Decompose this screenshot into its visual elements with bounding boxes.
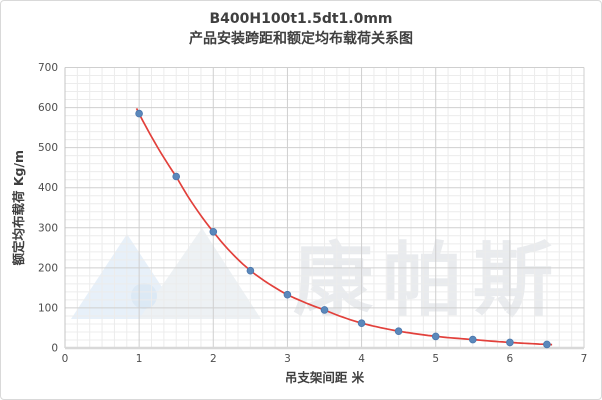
chart-title: B400H100t1.5dt1.0mm 产品安装跨距和额定均布载荷关系图 [1,9,601,49]
data-point [357,319,366,328]
data-point [468,335,477,344]
y-tick-label: 500 [38,142,58,154]
y-axis-title: 额定均布载荷 Kg/m [11,150,26,266]
data-point [135,109,143,118]
y-tick-label: 200 [38,262,58,274]
y-tick-label: 100 [38,302,58,314]
x-tick-label: 2 [210,353,217,365]
data-point [320,306,329,314]
tick-labels: 0 1 2 3 4 5 6 7 0 100 200 300 400 500 600 700 [38,62,587,365]
grid-major [65,67,585,348]
data-points [135,109,551,349]
chart-title-line1: B400H100t1.5dt1.0mm [209,11,393,27]
data-point [543,340,551,349]
x-tick-label: 7 [581,353,588,365]
x-tick-label: 1 [136,353,143,365]
x-tick-label: 5 [432,353,439,365]
watermark: 康帕斯 [71,228,553,327]
data-point [506,338,514,347]
axes [64,67,584,350]
y-tick-label: 700 [38,62,58,74]
watermark-logo-shape [139,228,261,319]
x-tick-label: 6 [507,353,514,365]
data-point [172,172,181,181]
x-tick-label: 3 [284,353,291,365]
data-point [394,327,403,336]
y-tick-label: 400 [38,182,58,194]
data-point [246,266,255,275]
y-tick-label: 300 [38,222,58,234]
grid-minor [65,67,584,348]
chart-title-line2: 产品安装跨距和额定均布载荷关系图 [189,31,413,47]
watermark-logo-circle [131,283,157,309]
data-point [283,290,292,299]
y-tick-label: 600 [38,102,58,114]
x-tick-label: 4 [358,353,365,365]
data-point [431,332,440,341]
trendline [135,107,553,346]
y-tick-label: 0 [51,343,58,355]
x-tick-label: 0 [62,353,69,365]
data-point [209,228,218,236]
x-axis-title: 吊支架间距 米 [285,370,365,385]
